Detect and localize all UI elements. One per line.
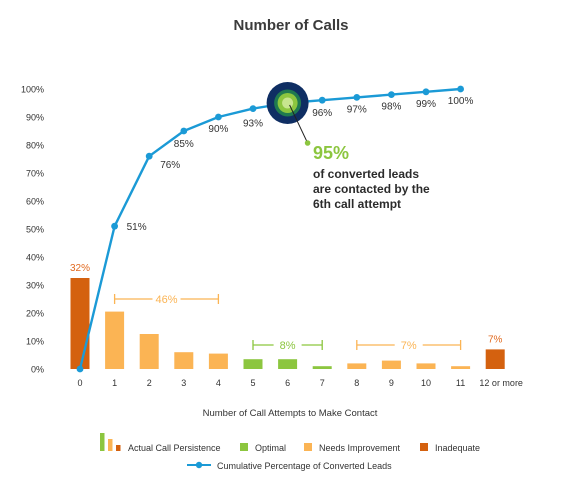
x-tick-label: 8 [354,378,359,388]
x-tick-label: 2 [147,378,152,388]
legend-label: Optimal [255,443,286,453]
x-tick-label: 6 [285,378,290,388]
bar [243,359,263,369]
y-axis: 0% 10% 20% 30% 40% 50% 60% 70% 80% 90% 100% [21,85,44,375]
x-tick-label: 5 [250,378,255,388]
line-value-label: 76% [160,160,180,171]
line-point [145,152,153,160]
x-tick-label: 12 or more [479,378,523,388]
line-value-label: 100% [448,96,474,107]
line-value-label: 99% [416,99,436,110]
legend-line-point [195,461,203,469]
highlight-caption-line: of converted leads [313,167,419,181]
y-tick-label: 60% [26,197,44,207]
bar [485,349,505,369]
legend-mini-bar [100,433,105,451]
x-tick-label: 10 [421,378,431,388]
y-tick-label: 90% [26,113,44,123]
highlight-caption-line: are contacted by the [313,182,430,196]
bracket-label: 7% [401,340,417,352]
bar [208,353,228,369]
highlight-pointer-dot [304,140,311,146]
highlight-pointer [289,104,309,144]
x-tick-label: 3 [181,378,186,388]
legend-swatch [240,443,248,451]
bar [312,366,332,369]
x-tick-label: 9 [389,378,394,388]
y-tick-label: 10% [26,337,44,347]
chart-title: Number of Calls [233,17,348,34]
line-point [180,127,188,135]
bar [139,334,159,369]
line-value-label: 85% [174,139,194,150]
line-point [457,85,464,93]
y-tick-label: 30% [26,281,44,291]
line-value-label: 96% [312,108,332,119]
bar [381,360,401,369]
legend-label: Cumulative Percentage of Converted Leads [217,461,392,471]
legend-label: Actual Call Persistence [128,443,221,453]
legend: Actual Call Persistence Optimal Needs Impr… [100,433,480,471]
legend-label: Needs Improvement [319,443,401,453]
bar [347,363,367,369]
legend-swatch [420,443,428,451]
cumulative-line-layer: 51% 76% 85% 90% 93% 96% 97% 98% 99% 100% [76,85,474,373]
y-tick-label: 80% [26,141,44,151]
line-point [76,365,84,373]
x-tick-label: 4 [216,378,221,388]
brackets: 46% 8% 7% [113,294,462,352]
highlight-value: 95% [313,143,349,163]
bar [416,363,436,369]
y-tick-label: 0% [31,365,44,375]
bar [278,359,298,369]
bar [70,278,90,369]
x-tick-label: 11 [456,378,465,388]
x-axis: 0 1 2 3 4 5 6 7 8 9 10 11 12 or more [77,378,522,388]
x-axis-title: Number of Call Attempts to Make Contact [203,408,378,419]
line-value-label: 90% [208,124,228,135]
bar [174,352,194,369]
legend-mini-bar [108,439,113,451]
bar-value-label: 7% [488,334,503,345]
line-point [318,96,326,104]
x-tick-label: 0 [77,378,82,388]
y-tick-label: 40% [26,253,44,263]
bar [451,366,471,369]
line-point [353,94,361,101]
line-point [249,105,257,112]
bar [105,311,125,369]
bars: 32% 7% [70,263,505,369]
line-point [388,91,395,98]
highlight-caption-line: 6th call attempt [313,197,401,211]
legend-mini-bar [116,445,121,451]
bracket-label: 8% [280,340,296,352]
line-value-label: 51% [127,222,147,233]
y-tick-label: 50% [26,225,44,235]
y-tick-label: 20% [26,309,44,319]
bar-value-label: 32% [70,263,90,274]
line-value-label: 97% [347,104,367,115]
line-point [215,113,222,121]
legend-swatch [304,443,312,451]
line-value-label: 98% [381,102,401,113]
legend-label: Inadequate [435,443,480,453]
line-point [111,222,118,230]
line-value-label: 93% [243,119,263,130]
y-tick-label: 70% [26,169,44,179]
y-tick-label: 100% [21,85,44,95]
line-point [422,88,430,96]
highlight-center [282,97,294,109]
x-tick-label: 1 [112,378,117,388]
x-tick-label: 7 [320,378,325,388]
bracket-label: 46% [155,294,177,306]
